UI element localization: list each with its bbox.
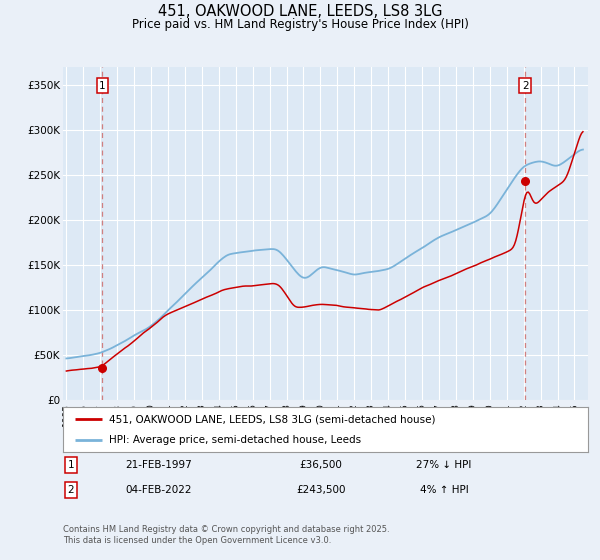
Text: £36,500: £36,500 (299, 460, 343, 470)
Text: Price paid vs. HM Land Registry's House Price Index (HPI): Price paid vs. HM Land Registry's House … (131, 18, 469, 31)
Text: 1: 1 (67, 460, 74, 470)
Text: 451, OAKWOOD LANE, LEEDS, LS8 3LG (semi-detached house): 451, OAKWOOD LANE, LEEDS, LS8 3LG (semi-… (109, 414, 436, 424)
Text: 4% ↑ HPI: 4% ↑ HPI (419, 486, 469, 495)
Text: 21-FEB-1997: 21-FEB-1997 (125, 460, 193, 470)
Text: Contains HM Land Registry data © Crown copyright and database right 2025.
This d: Contains HM Land Registry data © Crown c… (63, 525, 389, 545)
Text: 2: 2 (67, 486, 74, 495)
Text: £243,500: £243,500 (296, 486, 346, 495)
Text: HPI: Average price, semi-detached house, Leeds: HPI: Average price, semi-detached house,… (109, 435, 361, 445)
Text: 1: 1 (99, 81, 106, 91)
Text: 04-FEB-2022: 04-FEB-2022 (126, 486, 192, 495)
Text: 27% ↓ HPI: 27% ↓ HPI (416, 460, 472, 470)
Text: 2: 2 (522, 81, 529, 91)
Text: 451, OAKWOOD LANE, LEEDS, LS8 3LG: 451, OAKWOOD LANE, LEEDS, LS8 3LG (158, 4, 442, 20)
